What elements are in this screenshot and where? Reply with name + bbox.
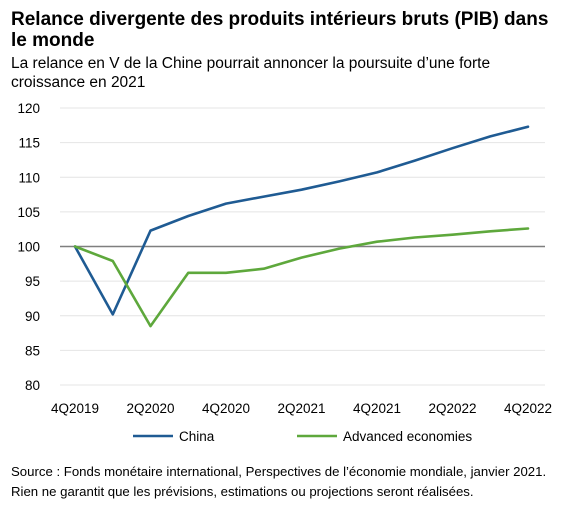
x-tick-label-2Q2021: 2Q2021 <box>277 401 325 416</box>
y-tick-label-95: 95 <box>25 274 40 289</box>
legend: China Advanced economies <box>133 429 472 444</box>
x-tick-label-4Q2020: 4Q2020 <box>202 401 250 416</box>
series-line-1 <box>73 227 530 328</box>
x-tick-label-4Q2021: 4Q2021 <box>353 401 401 416</box>
chart-subtitle: La relance en V de la Chine pourrait ann… <box>11 55 491 91</box>
x-tick-label-4Q2019: 4Q2019 <box>51 401 99 416</box>
y-axis-ticks: 80 85 90 95 100 105 110 115 120 <box>17 101 40 393</box>
grid-lines <box>60 107 545 386</box>
series-lines <box>73 125 530 328</box>
chart-title: Relance divergente des produits intérieu… <box>11 9 549 51</box>
x-tick-label-2Q2020: 2Q2020 <box>126 401 174 416</box>
y-tick-label-90: 90 <box>25 309 40 324</box>
x-axis-ticks: 4Q2019 2Q2020 4Q2020 2Q2021 4Q2021 2Q2022 4Q20… <box>51 401 552 416</box>
y-tick-label-80: 80 <box>25 378 40 393</box>
source-note: Source : Fonds monétaire international, … <box>11 464 547 499</box>
y-tick-label-85: 85 <box>25 343 40 358</box>
series-line-0 <box>73 125 530 316</box>
y-tick-label-115: 115 <box>18 136 40 151</box>
x-tick-label-4Q2022: 4Q2022 <box>504 401 552 416</box>
legend-label-1: Advanced economies <box>343 429 472 444</box>
y-tick-label-110: 110 <box>18 170 40 185</box>
y-tick-label-105: 105 <box>17 205 40 220</box>
y-tick-label-100: 100 <box>17 240 40 255</box>
x-tick-label-2Q2022: 2Q2022 <box>428 401 476 416</box>
y-tick-label-120: 120 <box>17 101 40 116</box>
legend-label-0: China <box>179 429 215 444</box>
